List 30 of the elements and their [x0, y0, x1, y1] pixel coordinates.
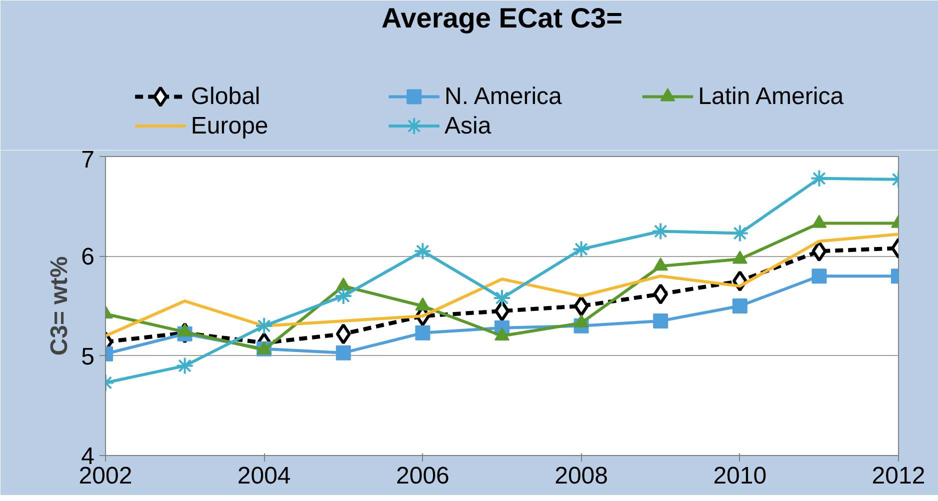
- point: [732, 298, 748, 314]
- x-tick-label: 2004: [237, 462, 291, 490]
- point: [574, 296, 589, 316]
- legend-label: Asia: [444, 112, 492, 140]
- point: [415, 325, 430, 340]
- point: [812, 268, 827, 284]
- legend-label: N. America: [444, 83, 563, 110]
- point: [176, 356, 194, 375]
- point: [812, 240, 827, 262]
- point: [334, 287, 352, 306]
- y-axis-title: C3= wt%: [46, 256, 74, 356]
- legend-label: Latin America: [698, 83, 844, 110]
- x-tick-label: 2008: [554, 462, 608, 490]
- point: [414, 242, 432, 260]
- legend-label: Global: [190, 83, 260, 110]
- point: [336, 345, 351, 360]
- x-tick-label: 2012: [872, 462, 926, 490]
- chart-title: Average ECat C3=: [382, 2, 622, 34]
- y-tick-label: 5: [81, 343, 95, 370]
- legend-label: Europe: [190, 112, 268, 140]
- x-tick-label: 2010: [713, 462, 767, 490]
- point: [572, 240, 590, 258]
- point: [336, 323, 351, 344]
- point: [255, 316, 274, 335]
- y-tick-label: 7: [81, 146, 95, 174]
- x-tick-label: 2006: [396, 462, 450, 490]
- point: [493, 289, 511, 308]
- point: [653, 313, 668, 328]
- y-tick-label: 6: [81, 244, 95, 271]
- point: [653, 284, 668, 305]
